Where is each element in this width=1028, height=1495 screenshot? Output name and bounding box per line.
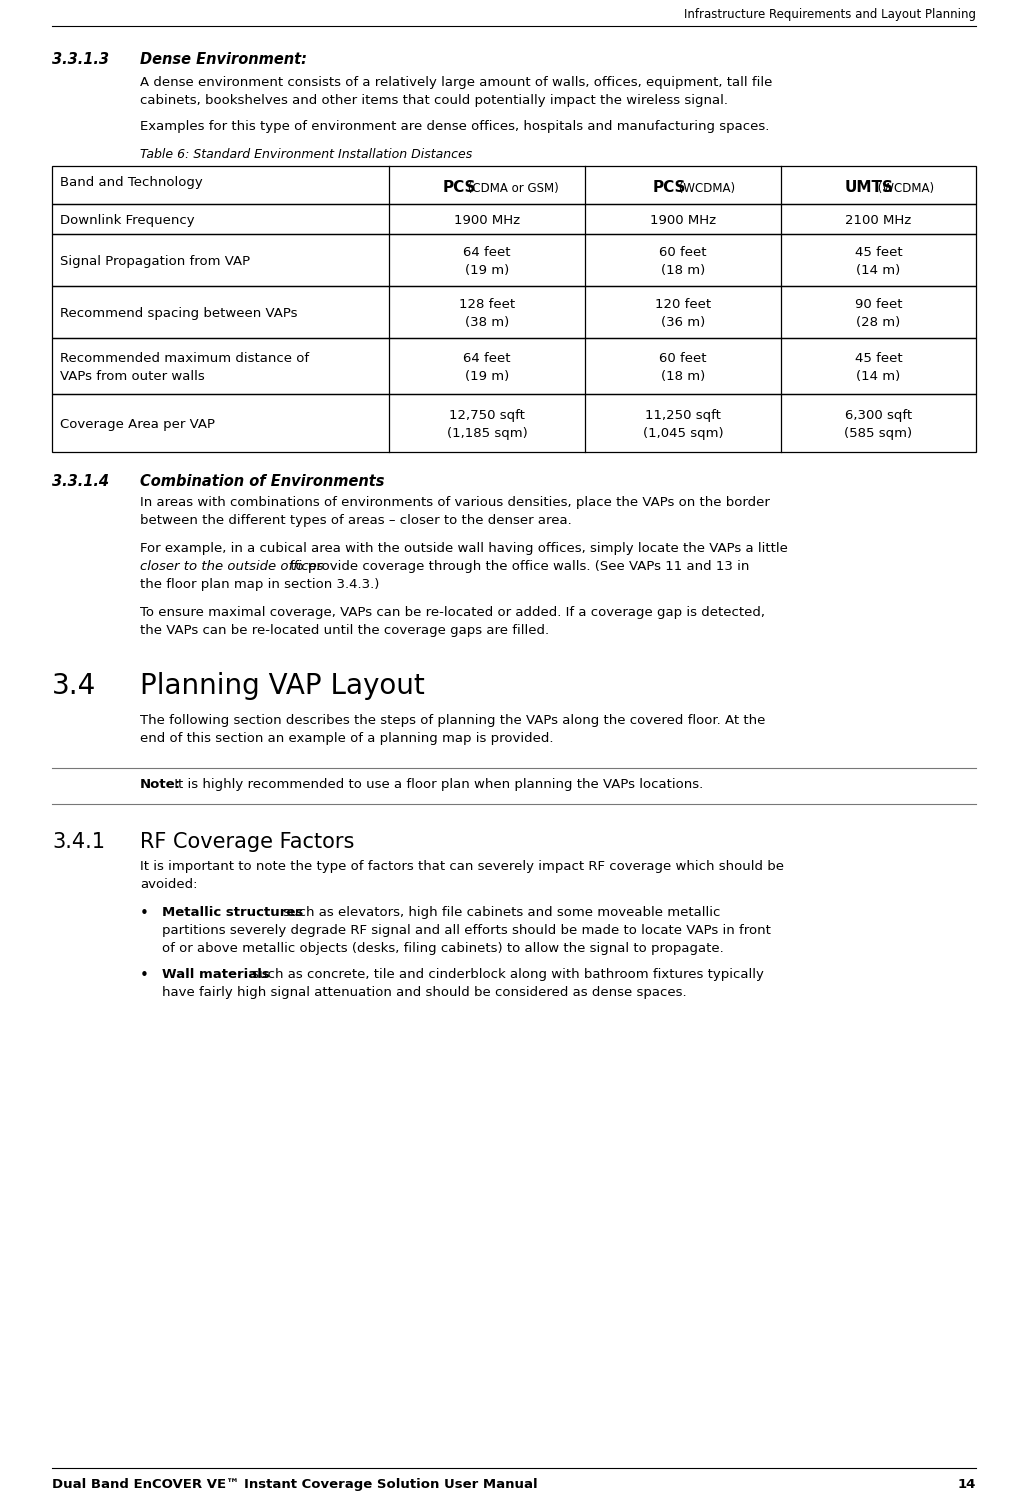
Text: (1,045 sqm): (1,045 sqm) <box>642 428 724 440</box>
Text: 3.4: 3.4 <box>52 671 97 700</box>
Text: For example, in a cubical area with the outside wall having offices, simply loca: For example, in a cubical area with the … <box>140 543 787 555</box>
Text: 3.3.1.4: 3.3.1.4 <box>52 474 109 489</box>
Text: •: • <box>140 906 149 921</box>
Text: the floor plan map in section 3.4.3.): the floor plan map in section 3.4.3.) <box>140 579 379 591</box>
Bar <box>52 235 976 286</box>
Text: (CDMA or GSM): (CDMA or GSM) <box>465 182 559 194</box>
Text: (18 m): (18 m) <box>661 265 705 277</box>
Text: Dense Environment:: Dense Environment: <box>140 52 307 67</box>
Bar <box>52 166 976 203</box>
Text: 1900 MHz: 1900 MHz <box>454 214 520 227</box>
Text: (14 m): (14 m) <box>856 265 901 277</box>
Text: 1900 MHz: 1900 MHz <box>650 214 717 227</box>
Text: Recommended maximum distance of: Recommended maximum distance of <box>60 351 309 365</box>
Text: •: • <box>140 967 149 984</box>
Text: The following section describes the steps of planning the VAPs along the covered: The following section describes the step… <box>140 715 766 727</box>
Text: 64 feet: 64 feet <box>464 247 511 259</box>
Text: end of this section an example of a planning map is provided.: end of this section an example of a plan… <box>140 733 553 745</box>
Text: It is highly recommended to use a floor plan when planning the VAPs locations.: It is highly recommended to use a floor … <box>170 777 703 791</box>
Text: RF Coverage Factors: RF Coverage Factors <box>140 833 355 852</box>
Bar <box>52 338 976 395</box>
Text: 2100 MHz: 2100 MHz <box>845 214 912 227</box>
Text: PCS: PCS <box>443 179 476 194</box>
Text: (14 m): (14 m) <box>856 369 901 383</box>
Text: closer to the outside offices: closer to the outside offices <box>140 561 324 573</box>
Text: the VAPs can be re-located until the coverage gaps are filled.: the VAPs can be re-located until the cov… <box>140 623 549 637</box>
Text: (WCDMA): (WCDMA) <box>674 182 735 194</box>
Text: 11,250 sqft: 11,250 sqft <box>646 410 721 422</box>
Text: (18 m): (18 m) <box>661 369 705 383</box>
Text: Wall materials: Wall materials <box>162 967 269 981</box>
Text: Note:: Note: <box>140 777 181 791</box>
Text: Recommend spacing between VAPs: Recommend spacing between VAPs <box>60 306 297 320</box>
Text: 60 feet: 60 feet <box>659 351 707 365</box>
Text: Coverage Area per VAP: Coverage Area per VAP <box>60 419 215 431</box>
Text: 12,750 sqft: 12,750 sqft <box>449 410 525 422</box>
Text: to provide coverage through the office walls. (See VAPs 11 and 13 in: to provide coverage through the office w… <box>287 561 749 573</box>
Text: Metallic structures: Metallic structures <box>162 906 303 919</box>
Text: (28 m): (28 m) <box>856 315 901 329</box>
Text: such as concrete, tile and cinderblock along with bathroom fixtures typically: such as concrete, tile and cinderblock a… <box>248 967 764 981</box>
Text: It is important to note the type of factors that can severely impact RF coverage: It is important to note the type of fact… <box>140 860 784 873</box>
Text: Dual Band EnCOVER VE™ Instant Coverage Solution User Manual: Dual Band EnCOVER VE™ Instant Coverage S… <box>52 1479 538 1491</box>
Text: VAPs from outer walls: VAPs from outer walls <box>60 369 205 383</box>
Text: of or above metallic objects (desks, filing cabinets) to allow the signal to pro: of or above metallic objects (desks, fil… <box>162 942 724 955</box>
Text: partitions severely degrade RF signal and all efforts should be made to locate V: partitions severely degrade RF signal an… <box>162 924 771 937</box>
Bar <box>52 286 976 338</box>
Text: Band and Technology: Band and Technology <box>60 176 203 188</box>
Text: (19 m): (19 m) <box>465 369 509 383</box>
Text: (WCDMA): (WCDMA) <box>874 182 933 194</box>
Text: Downlink Frequency: Downlink Frequency <box>60 214 194 227</box>
Text: Table 6: Standard Environment Installation Distances: Table 6: Standard Environment Installati… <box>140 148 472 161</box>
Text: (38 m): (38 m) <box>465 315 509 329</box>
Text: 14: 14 <box>958 1479 976 1491</box>
Text: Signal Propagation from VAP: Signal Propagation from VAP <box>60 256 250 268</box>
Text: Planning VAP Layout: Planning VAP Layout <box>140 671 425 700</box>
Text: UMTS: UMTS <box>845 179 894 194</box>
Text: (1,185 sqm): (1,185 sqm) <box>447 428 527 440</box>
Text: Infrastructure Requirements and Layout Planning: Infrastructure Requirements and Layout P… <box>684 7 976 21</box>
Bar <box>52 395 976 451</box>
Text: (585 sqm): (585 sqm) <box>844 428 913 440</box>
Text: 90 feet: 90 feet <box>854 298 903 311</box>
Text: cabinets, bookshelves and other items that could potentially impact the wireless: cabinets, bookshelves and other items th… <box>140 94 728 108</box>
Text: 45 feet: 45 feet <box>854 351 903 365</box>
Text: (36 m): (36 m) <box>661 315 705 329</box>
Text: PCS: PCS <box>653 179 687 194</box>
Text: 60 feet: 60 feet <box>659 247 707 259</box>
Text: 120 feet: 120 feet <box>655 298 711 311</box>
Text: A dense environment consists of a relatively large amount of walls, offices, equ: A dense environment consists of a relati… <box>140 76 772 90</box>
Text: Examples for this type of environment are dense offices, hospitals and manufactu: Examples for this type of environment ar… <box>140 120 769 133</box>
Text: Combination of Environments: Combination of Environments <box>140 474 384 489</box>
Text: 64 feet: 64 feet <box>464 351 511 365</box>
Text: 6,300 sqft: 6,300 sqft <box>845 410 912 422</box>
Text: between the different types of areas – closer to the denser area.: between the different types of areas – c… <box>140 514 572 528</box>
Text: such as elevators, high file cabinets and some moveable metallic: such as elevators, high file cabinets an… <box>279 906 721 919</box>
Text: To ensure maximal coverage, VAPs can be re-located or added. If a coverage gap i: To ensure maximal coverage, VAPs can be … <box>140 605 765 619</box>
Text: 3.3.1.3: 3.3.1.3 <box>52 52 109 67</box>
Text: In areas with combinations of environments of various densities, place the VAPs : In areas with combinations of environmen… <box>140 496 770 508</box>
Text: 45 feet: 45 feet <box>854 247 903 259</box>
Text: (19 m): (19 m) <box>465 265 509 277</box>
Text: 128 feet: 128 feet <box>460 298 515 311</box>
Text: avoided:: avoided: <box>140 878 197 891</box>
Text: have fairly high signal attenuation and should be considered as dense spaces.: have fairly high signal attenuation and … <box>162 987 687 999</box>
Text: 3.4.1: 3.4.1 <box>52 833 105 852</box>
Bar <box>52 203 976 235</box>
